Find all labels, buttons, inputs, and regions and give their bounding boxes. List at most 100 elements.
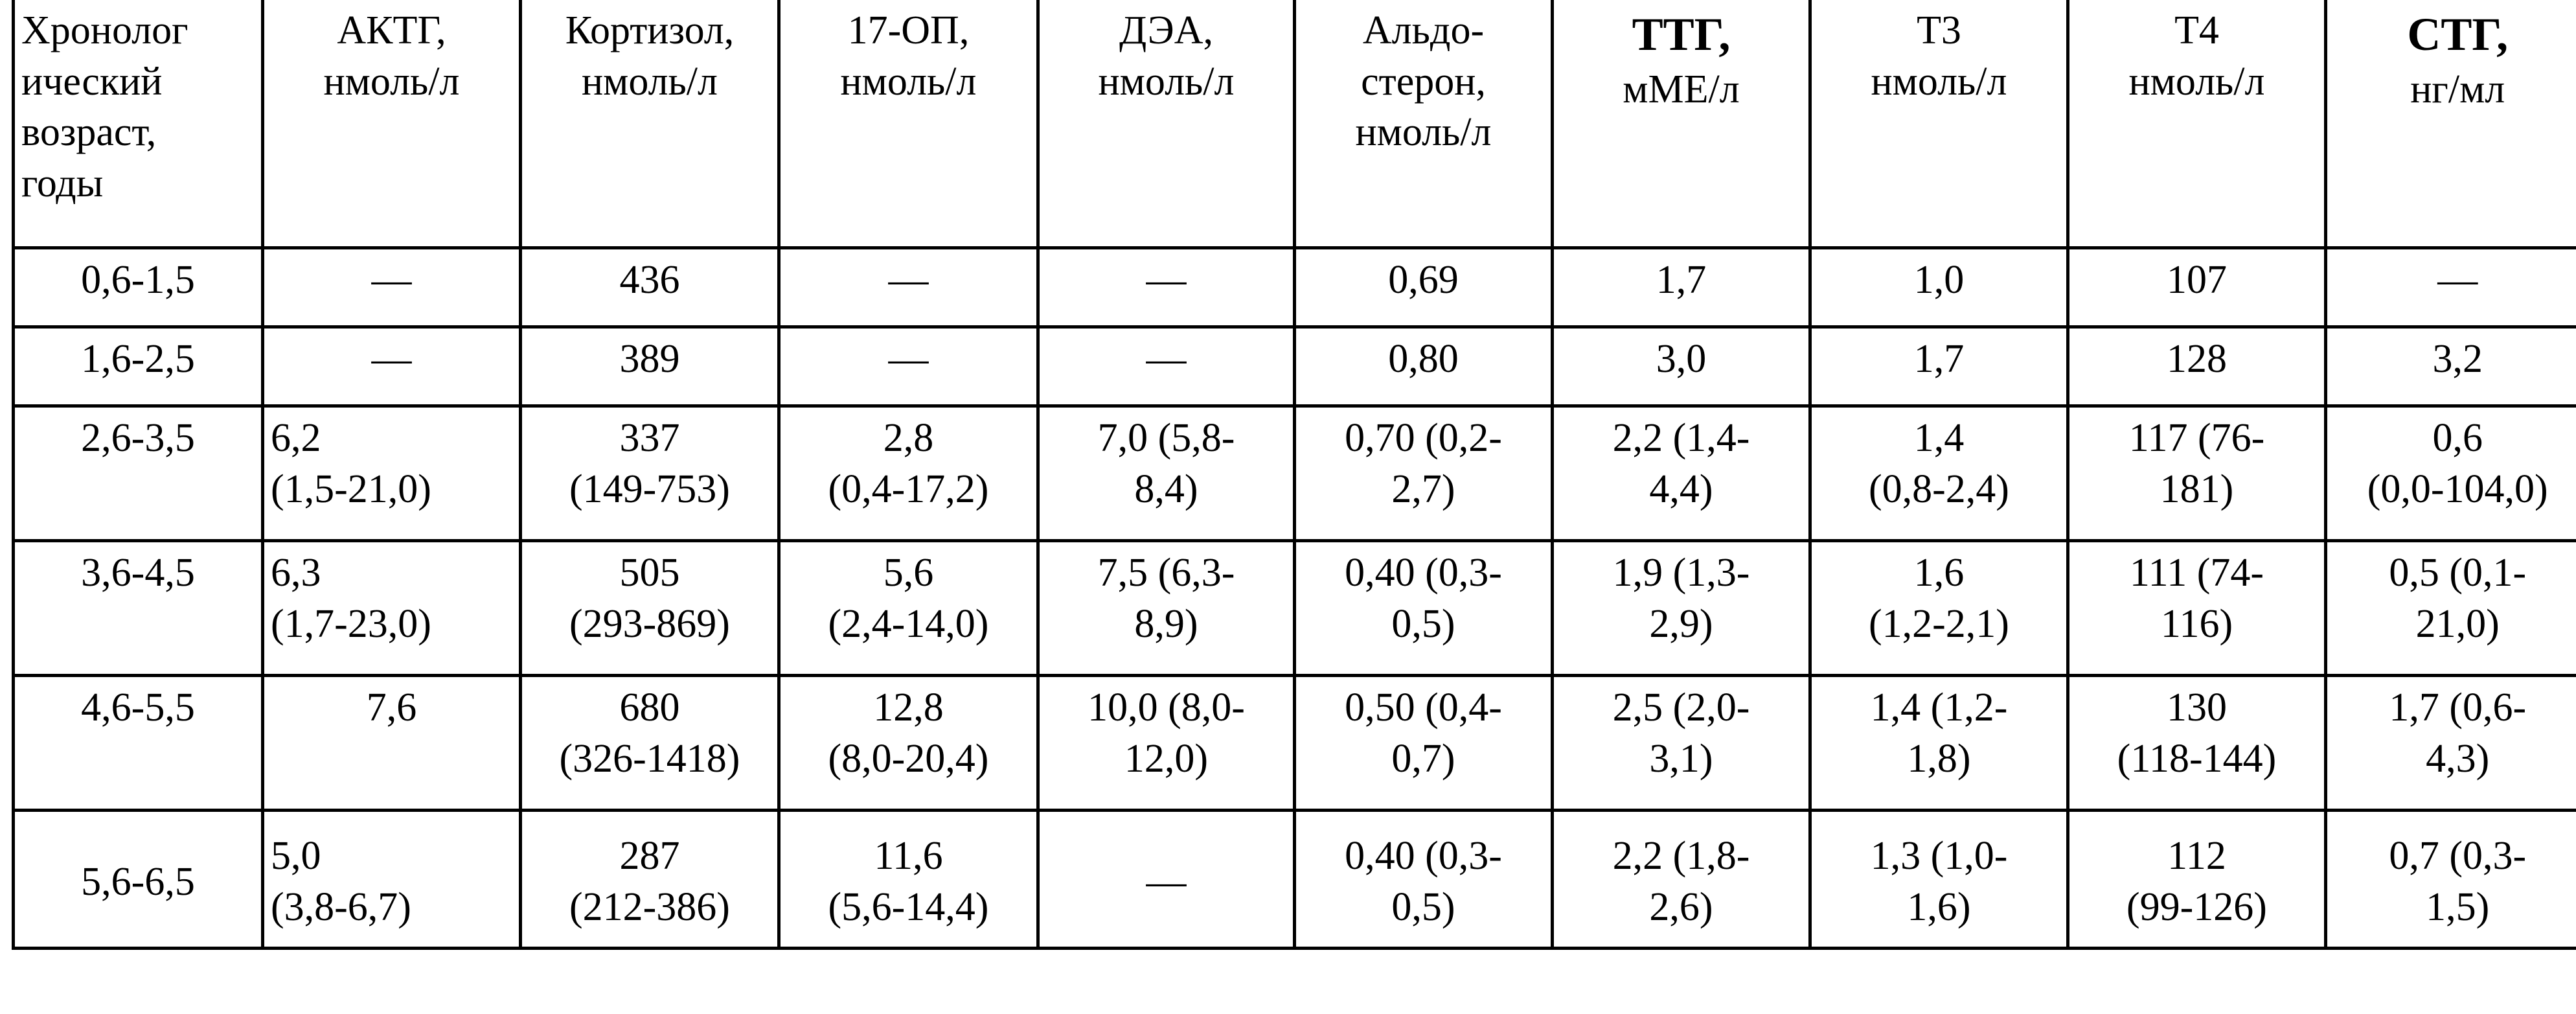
age-cell: 5,6-6,5 xyxy=(12,809,264,950)
header-unit: нмоль/л xyxy=(840,59,977,104)
table-row: 5,6-6,5 5,0 (3,8-6,7) 287 (212-386) 11,6 (5… xyxy=(12,809,2576,950)
table-header: Хронолог ический возраст, годы АКТГ, нмоль… xyxy=(12,0,2576,249)
header-cell: 17-ОП, нмоль/л xyxy=(777,0,1040,249)
header-cell: ДЭА, нмоль/л xyxy=(1036,0,1296,249)
header-cell: Альдо- стерон, нмоль/л xyxy=(1293,0,1554,249)
header-name: Хронолог ический возраст, годы xyxy=(21,8,188,206)
value-cell: 436 xyxy=(519,246,781,328)
header-cell: АКТГ, нмоль/л xyxy=(261,0,522,249)
value-cell: 130 (118-144) xyxy=(2066,674,2327,812)
table-row: 3,6-4,5 6,3 (1,7-23,0) 505 (293-869) 5,6 (2… xyxy=(12,539,2576,677)
header-unit: нмоль/л xyxy=(1355,110,1492,155)
value-cell: 0,69 xyxy=(1293,246,1554,328)
table-row: 1,6-2,5—389— —0,80 3,0 1,7 128 3,2 xyxy=(12,325,2576,408)
value-cell: 6,3 (1,7-23,0) xyxy=(261,539,522,677)
header-name: ДЭА, xyxy=(1119,8,1214,52)
table-row: 4,6-5,5 7,6 680 (326-1418) 12,8 (8,0-20,4) 1… xyxy=(12,674,2576,812)
header-name: 17-ОП, xyxy=(847,8,970,52)
value-cell: 5,6 (2,4-14,0) xyxy=(777,539,1040,677)
header-unit: нмоль/л xyxy=(1871,59,2007,104)
header-row: Хронолог ический возраст, годы АКТГ, нмоль… xyxy=(12,0,2576,249)
table-row: 2,6-3,5 6,2 (1,5-21,0) 337 (149-753) 2,8 (0… xyxy=(12,404,2576,542)
value-cell: 1,4 (1,2- 1,8) xyxy=(1808,674,2069,812)
header-unit: нмоль/л xyxy=(2128,59,2265,104)
value-cell: 111 (74- 116) xyxy=(2066,539,2327,677)
value-cell: — xyxy=(2324,246,2576,328)
table-body: 0,6-1,5—436— —0,69 1,7 1,0 107—1,6-2,5—389— —… xyxy=(12,246,2576,950)
value-cell: 680 (326-1418) xyxy=(519,674,781,812)
value-cell: 0,5 (0,1- 21,0) xyxy=(2324,539,2576,677)
hormone-table: Хронолог ический возраст, годы АКТГ, нмоль… xyxy=(12,0,2576,950)
age-cell: 2,6-3,5 xyxy=(12,404,264,542)
value-cell: 3,0 xyxy=(1551,325,1812,408)
value-cell: — xyxy=(777,246,1040,328)
value-cell: 2,8 (0,4-17,2) xyxy=(777,404,1040,542)
age-cell: 1,6-2,5 xyxy=(12,325,264,408)
value-cell: 112 (99-126) xyxy=(2066,809,2327,950)
value-cell: 7,6 xyxy=(261,674,522,812)
header-name: ТТГ, xyxy=(1632,8,1731,60)
value-cell: 0,6 (0,0-104,0) xyxy=(2324,404,2576,542)
header-cell: Хронолог ический возраст, годы xyxy=(12,0,264,249)
value-cell: 1,7 xyxy=(1808,325,2069,408)
value-cell: — xyxy=(777,325,1040,408)
value-cell: 12,8 (8,0-20,4) xyxy=(777,674,1040,812)
header-name: АКТГ, xyxy=(337,8,446,52)
header-cell: Т3 нмоль/л xyxy=(1808,0,2069,249)
value-cell: 1,4 (0,8-2,4) xyxy=(1808,404,2069,542)
value-cell: 2,5 (2,0- 3,1) xyxy=(1551,674,1812,812)
header-cell: Кортизол, нмоль/л xyxy=(519,0,781,249)
value-cell: 505 (293-869) xyxy=(519,539,781,677)
value-cell: 10,0 (8,0- 12,0) xyxy=(1036,674,1296,812)
value-cell: 0,50 (0,4- 0,7) xyxy=(1293,674,1554,812)
value-cell: 7,5 (6,3- 8,9) xyxy=(1036,539,1296,677)
value-cell: 0,70 (0,2- 2,7) xyxy=(1293,404,1554,542)
header-name: Альдо- стерон, xyxy=(1361,8,1486,104)
header-name: Т3 xyxy=(1917,8,1961,52)
header-unit: нг/мл xyxy=(2410,67,2505,112)
value-cell: 1,0 xyxy=(1808,246,2069,328)
value-cell: — xyxy=(1036,809,1296,950)
value-cell: 3,2 xyxy=(2324,325,2576,408)
value-cell: — xyxy=(1036,325,1296,408)
value-cell: 337 (149-753) xyxy=(519,404,781,542)
age-cell: 4,6-5,5 xyxy=(12,674,264,812)
value-cell: 128 xyxy=(2066,325,2327,408)
value-cell: — xyxy=(261,246,522,328)
table-row: 0,6-1,5—436— —0,69 1,7 1,0 107— xyxy=(12,246,2576,328)
value-cell: 0,80 xyxy=(1293,325,1554,408)
value-cell: — xyxy=(1036,246,1296,328)
value-cell: 117 (76- 181) xyxy=(2066,404,2327,542)
value-cell: 5,0 (3,8-6,7) xyxy=(261,809,522,950)
age-cell: 3,6-4,5 xyxy=(12,539,264,677)
value-cell: 1,3 (1,0- 1,6) xyxy=(1808,809,2069,950)
value-cell: 11,6 (5,6-14,4) xyxy=(777,809,1040,950)
header-cell: Т4 нмоль/л xyxy=(2066,0,2327,249)
value-cell: 2,2 (1,8- 2,6) xyxy=(1551,809,1812,950)
value-cell: 0,40 (0,3- 0,5) xyxy=(1293,539,1554,677)
header-name: Т4 xyxy=(2174,8,2219,52)
value-cell: 1,7 xyxy=(1551,246,1812,328)
value-cell: 0,7 (0,3- 1,5) xyxy=(2324,809,2576,950)
value-cell: — xyxy=(261,325,522,408)
value-cell: 107 xyxy=(2066,246,2327,328)
header-unit: нмоль/л xyxy=(1098,59,1235,104)
age-cell: 0,6-1,5 xyxy=(12,246,264,328)
value-cell: 287 (212-386) xyxy=(519,809,781,950)
value-cell: 2,2 (1,4- 4,4) xyxy=(1551,404,1812,542)
header-name: СТГ, xyxy=(2407,8,2509,60)
value-cell: 0,40 (0,3- 0,5) xyxy=(1293,809,1554,950)
header-name: Кортизол, xyxy=(565,8,735,52)
header-unit: мМЕ/л xyxy=(1623,67,1740,112)
value-cell: 6,2 (1,5-21,0) xyxy=(261,404,522,542)
header-unit: нмоль/л xyxy=(323,59,460,104)
value-cell: 7,0 (5,8- 8,4) xyxy=(1036,404,1296,542)
value-cell: 1,6 (1,2-2,1) xyxy=(1808,539,2069,677)
value-cell: 1,7 (0,6- 4,3) xyxy=(2324,674,2576,812)
header-unit: нмоль/л xyxy=(582,59,718,104)
value-cell: 389 xyxy=(519,325,781,408)
value-cell: 1,9 (1,3- 2,9) xyxy=(1551,539,1812,677)
header-cell: СТГ, нг/мл xyxy=(2324,0,2576,249)
